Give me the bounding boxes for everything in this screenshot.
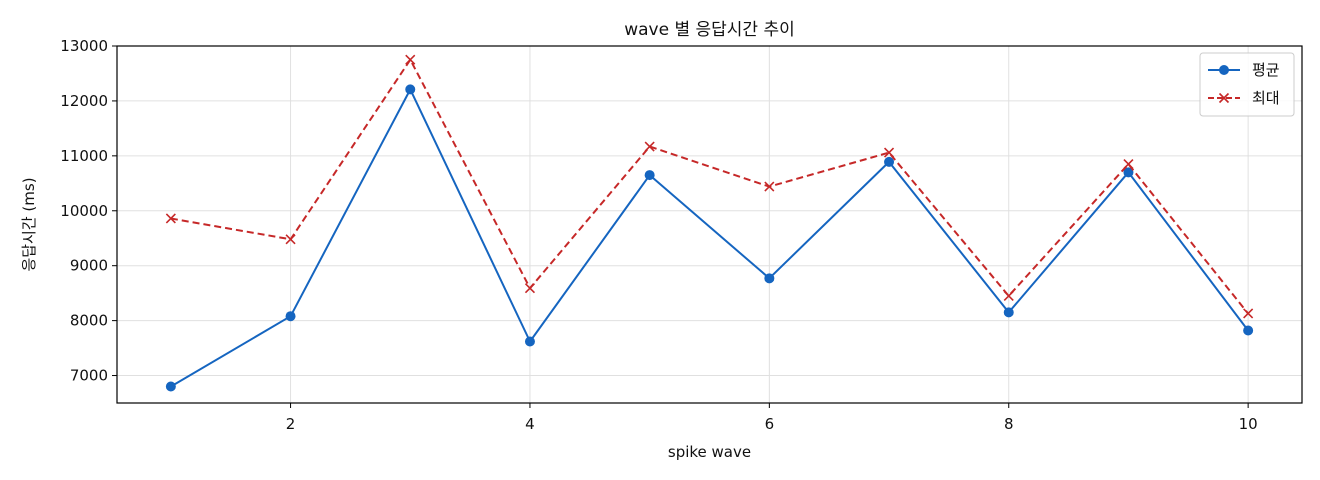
data-point: [1123, 167, 1134, 178]
x-tick-label: 2: [286, 415, 296, 433]
y-tick-label: 11000: [60, 147, 108, 165]
data-point: [165, 381, 176, 392]
data-point: [1003, 307, 1014, 318]
y-tick-label: 7000: [70, 367, 108, 385]
legend-label: 최대: [1252, 89, 1280, 107]
data-point: [1003, 290, 1014, 301]
y-tick-label: 9000: [70, 257, 108, 275]
data-point: [883, 147, 895, 158]
y-tick-label: 10000: [60, 202, 108, 220]
y-tick-label: 8000: [70, 312, 108, 330]
legend-item-2: 최대: [1208, 89, 1280, 107]
data-point: [644, 141, 655, 152]
data-point: [1243, 325, 1254, 336]
y-axis-label: 응답시간 (ms): [20, 177, 38, 271]
series-layer: [165, 54, 1254, 392]
plot-frame: [116, 45, 1303, 404]
y-tick-label: 13000: [60, 37, 108, 55]
x-axis-label: spike wave: [668, 443, 751, 461]
data-point: [165, 213, 176, 224]
chart-title: wave 별 응답시간 추이: [624, 20, 795, 40]
x-tick-label: 8: [1004, 415, 1014, 433]
series-line: [170, 88, 1249, 388]
x-tick-label: 10: [1239, 415, 1258, 433]
data-point: [644, 170, 655, 181]
legend-label: 평균: [1252, 61, 1280, 79]
series-2: [165, 54, 1254, 319]
data-point: [285, 234, 296, 245]
data-point: [1123, 159, 1134, 170]
x-tick-label: 6: [765, 415, 775, 433]
x-tick-label: 4: [525, 415, 535, 433]
legend-marker: [1218, 92, 1230, 104]
data-point: [524, 283, 536, 294]
data-point: [405, 84, 416, 95]
legend-box: [1199, 52, 1295, 117]
series-1: [165, 84, 1254, 392]
legend-marker: [1219, 65, 1229, 75]
data-point: [405, 54, 416, 65]
grid-lines: [117, 45, 1302, 403]
data-point: [285, 311, 296, 322]
data-point: [524, 336, 535, 347]
data-point: [884, 156, 895, 167]
data-point: [764, 273, 775, 284]
data-point: [764, 181, 775, 192]
legend-item-1: 평균: [1208, 61, 1280, 79]
series-line: [170, 58, 1249, 315]
data-point: [1243, 308, 1254, 319]
axis-ticks: 2 4 6 8 10 7000 8000 9000 10000 11000 12000 13000: [60, 37, 1257, 433]
y-tick-label: 12000: [60, 92, 108, 110]
